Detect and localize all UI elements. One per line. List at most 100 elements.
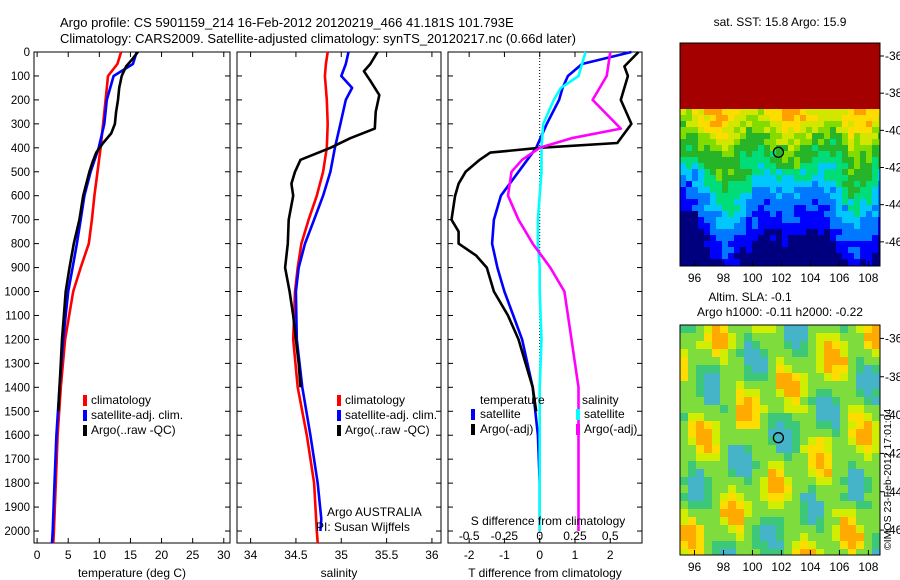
map-cell [710,163,717,170]
map-cell [836,55,843,62]
map-cell [740,199,747,206]
map-cell [878,157,881,164]
map-cell [808,397,817,406]
map-cell [824,357,833,366]
map-cell [710,157,717,164]
map-cell [704,333,713,342]
map-cell [842,163,849,170]
map-cell [716,235,723,242]
map-cell [710,151,717,158]
map-cell [734,235,741,242]
map-cell [824,181,831,188]
map-cell [758,217,765,224]
map-cell [788,121,795,128]
map-cell [716,49,723,56]
map-cell [878,223,881,230]
map-cell [728,493,737,502]
map-cell [806,115,813,122]
map-cell [734,193,741,200]
map-cell [776,169,783,176]
map-y-tick-label: -44 [885,485,900,499]
map-cell [704,169,711,176]
map-cell [728,139,735,146]
map-cell [680,381,689,390]
map-cell [848,501,857,510]
map-cell [792,341,801,350]
map-cell [734,79,741,86]
map-cell [758,205,765,212]
map-x-tick-label: 96 [688,271,702,285]
map-cell [800,341,809,350]
map-cell [848,157,855,164]
map-cell [830,259,837,266]
map-cell [746,157,753,164]
map-cell [736,485,745,494]
map-cell [830,73,837,80]
map-cell [812,175,819,182]
map-cell [860,199,867,206]
map-cell [842,121,849,128]
map-cell [764,67,771,74]
map-cell [878,43,881,50]
map-cell [740,145,747,152]
map-cell [864,509,873,518]
map-cell [878,199,881,206]
map-cell [776,325,785,334]
map-cell [800,91,807,98]
sla-map-panel: 96 98 100 102 104 106 108-36-38-40-42-44-46Alt… [679,290,900,574]
map-cell [688,373,697,382]
map-cell [744,517,753,526]
map-cell [842,229,849,236]
map-cell [840,333,849,342]
map-cell [878,247,881,254]
map-cell [824,469,833,478]
map-cell [740,247,747,254]
map-cell [856,525,865,534]
map-cell [776,509,785,518]
map-cell [746,127,753,134]
map-cell [722,49,729,56]
map-cell [688,525,697,534]
map-cell [734,157,741,164]
map-cell [836,145,843,152]
map-cell [878,67,881,74]
map-cell [734,85,741,92]
map-cell [704,469,713,478]
map-cell [704,453,713,462]
map-cell [782,223,789,230]
map-cell [704,79,711,86]
map-cell [704,121,711,128]
map-cell [752,469,761,478]
map-cell [816,421,825,430]
map-cell [816,405,825,414]
map-cell [712,437,721,446]
map-cell [794,103,801,110]
map-cell [806,61,813,68]
map-cell [686,241,693,248]
map-cell [744,453,753,462]
map-cell [680,373,689,382]
map-cell [806,151,813,158]
map-cell [746,205,753,212]
map-cell [720,389,729,398]
annotation-argo: Argo AUSTRALIA [327,505,422,519]
map-cell [864,541,873,550]
map-cell [824,127,831,134]
map-cell [744,421,753,430]
map-cell [698,109,705,116]
map-cell [760,365,769,374]
map-cell [716,187,723,194]
map-cell [704,421,713,430]
map-cell [812,199,819,206]
map-cell [680,229,687,236]
map-cell [854,163,861,170]
map-cell [854,79,861,86]
map-cell [768,349,777,358]
map-cell [860,43,867,50]
map-cell [788,73,795,80]
map-cell [704,533,713,542]
map-cell [686,97,693,104]
map-cell [692,139,699,146]
map-cell [818,97,825,104]
map-cell [776,461,785,470]
